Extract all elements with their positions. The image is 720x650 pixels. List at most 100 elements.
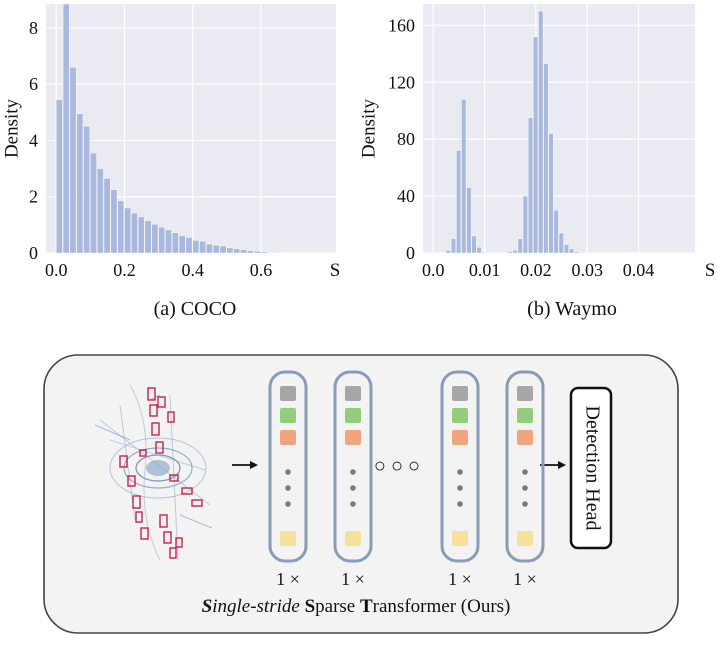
chart-coco-bar [62, 3, 70, 254]
detection-box [119, 455, 128, 468]
chart-coco-y-tick-label: 6 [29, 74, 38, 94]
chart-waymo-bar [538, 10, 544, 254]
chart-coco-y-ticks: 0 2 4 6 8 [29, 18, 38, 263]
detection-box [181, 487, 193, 495]
block-repeat-label: 1 × [341, 569, 365, 589]
token-square [517, 531, 533, 546]
chart-waymo-x-tick-label: 0.01 [469, 260, 501, 280]
chart-coco-bar [137, 216, 145, 254]
chart-waymo-x-ticks: 0.0 0.01 0.02 0.03 0.04 [422, 260, 654, 280]
chart-coco-y-axis-label: Density [1, 98, 22, 158]
token-square [517, 408, 533, 423]
chart-waymo-bar [528, 117, 533, 254]
detection-box [135, 511, 143, 523]
detection-box [175, 537, 183, 548]
chart-coco-bar [56, 99, 63, 254]
chart-coco-bar [96, 168, 104, 254]
chart-waymo-bar [445, 249, 451, 254]
token-ellipsis-dot [522, 501, 528, 507]
caption-segment: parse [315, 596, 360, 617]
chart-coco-bars [56, 3, 282, 254]
detection-box [149, 404, 158, 417]
token-square [517, 430, 533, 445]
diagram-panel [43, 354, 679, 634]
caption-segment: ransformer (Ours) [373, 596, 511, 617]
chart-waymo-x-tick-label: 0.0 [422, 260, 445, 280]
block-outline [505, 370, 545, 563]
chart-coco-y-tick-label: 8 [29, 18, 38, 38]
token-square [345, 386, 361, 401]
ellipsis-circles: ○ ○ ○ [374, 455, 420, 477]
chart-coco-x-tick-label: 0.0 [45, 260, 68, 280]
chart-coco-bar [192, 240, 200, 254]
caption-segment: ingle-stride [212, 596, 304, 617]
token-ellipsis-dot [522, 469, 528, 475]
chart-coco-x-axis-label: S [330, 260, 341, 281]
chart-coco-bar [233, 248, 241, 254]
chart-waymo-bar [461, 99, 467, 254]
architecture-diagram: 1 × 1 × 1 × 1 × ○ ○ ○ Detection Head Single… [43, 354, 679, 634]
chart-waymo-bar [481, 252, 487, 254]
detection-boxes [119, 387, 203, 559]
token-square [452, 430, 468, 445]
detection-box [140, 527, 149, 540]
block-repeat-label: 1 × [448, 569, 472, 589]
transformer-blocks: 1 × 1 × 1 × 1 × [268, 370, 545, 589]
chart-waymo-bar [456, 150, 462, 254]
chart-coco: 0 2 4 6 8 0.0 0.2 0.4 0.6 Density S (a) COCO [1, 3, 341, 320]
chart-coco-subtitle: (a) COCO [154, 298, 237, 320]
input-arrow [232, 461, 258, 469]
chart-coco-x-tick-label: 0.4 [181, 260, 204, 280]
detection-box [151, 422, 160, 436]
token-square [280, 531, 296, 546]
token-ellipsis-dot [285, 469, 291, 475]
chart-waymo-y-ticks: 0 40 80 120 160 [388, 15, 415, 263]
chart-coco-bar [83, 126, 90, 254]
token-square [280, 386, 296, 401]
chart-coco-bar [199, 240, 206, 254]
chart-waymo-bar [543, 63, 549, 254]
chart-coco-x-ticks: 0.0 0.2 0.4 0.6 [45, 260, 272, 280]
chart-coco-bar [144, 220, 152, 254]
detection-box [139, 449, 147, 457]
chart-coco-bar [206, 243, 213, 254]
token-square [452, 386, 468, 401]
chart-coco-bar [253, 251, 261, 254]
chart-coco-bar [267, 252, 275, 254]
chart-coco-bar [185, 237, 193, 254]
chart-waymo-bar [522, 195, 528, 254]
chart-waymo-x-axis-label: S [705, 260, 716, 281]
token-square [280, 408, 296, 423]
token-square [345, 531, 361, 546]
chart-waymo-y-tick-label: 40 [397, 186, 415, 206]
chart-waymo-y-axis-label: Density [358, 98, 379, 158]
chart-waymo-bar [466, 187, 472, 254]
chart-coco-y-tick-label: 4 [29, 130, 38, 150]
chart-waymo-y-tick-label: 120 [388, 72, 415, 92]
detection-box [159, 514, 168, 528]
detection-box [163, 531, 172, 544]
transformer-block: 1 × [440, 370, 480, 589]
detection-box [147, 387, 156, 401]
chart-coco-bar [240, 249, 247, 254]
chart-waymo-bar [569, 248, 574, 254]
token-ellipsis-dot [285, 501, 291, 507]
chart-waymo-x-tick-label: 0.04 [623, 260, 655, 280]
chart-coco-bar [131, 212, 138, 254]
chart-waymo-y-tick-label: 0 [406, 243, 415, 263]
detection-box [127, 475, 136, 487]
chart-coco-x-tick-label: 0.6 [250, 260, 273, 280]
detection-box [132, 495, 141, 509]
chart-coco-bar [226, 247, 234, 254]
chart-waymo-bar [579, 252, 585, 254]
token-square [452, 531, 468, 546]
chart-waymo-bar [451, 238, 456, 254]
detection-box [169, 547, 177, 559]
chart-coco-bar [151, 224, 159, 254]
chart-coco-y-tick-label: 2 [29, 187, 38, 207]
caption-segment: S [202, 596, 213, 617]
detection-box [155, 441, 164, 454]
transformer-block: 1 × [505, 370, 545, 589]
chart-waymo-bar [507, 251, 513, 254]
